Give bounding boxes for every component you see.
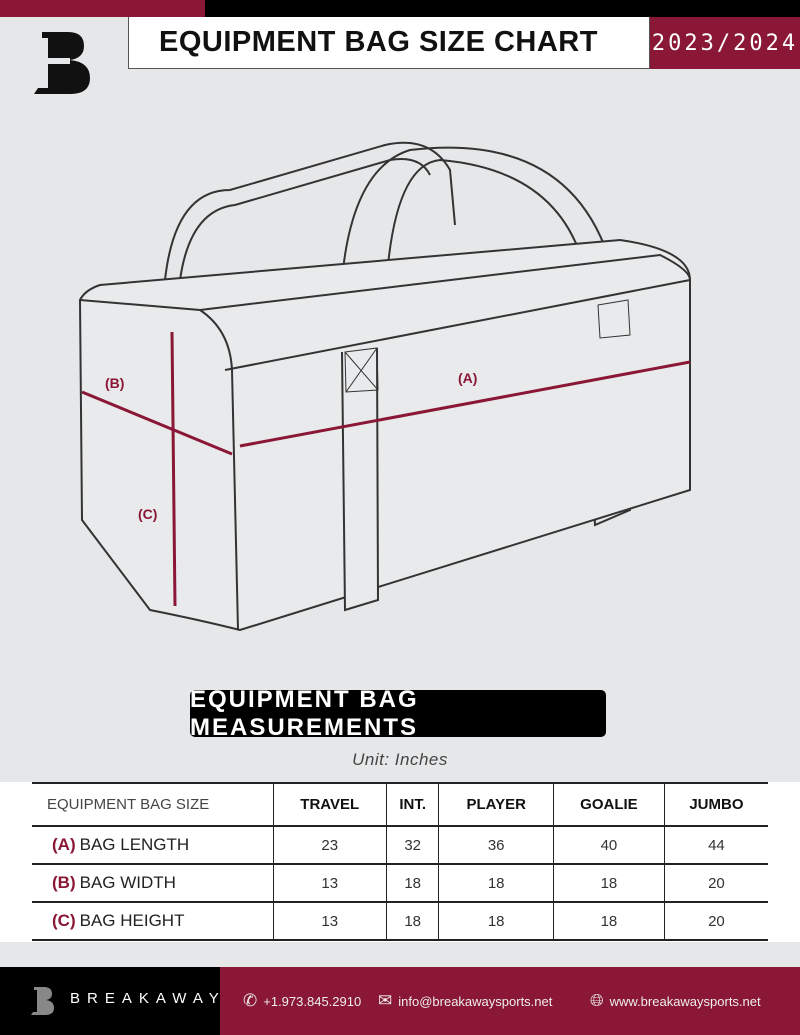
row-label-text: BAG HEIGHT [79, 911, 185, 930]
table-cell: 20 [663, 902, 768, 940]
table-row: (B) BAG WIDTH 13 18 18 18 20 [32, 864, 768, 902]
table-cell: 18 [552, 902, 665, 940]
table-header-row: EQUIPMENT BAG SIZE TRAVEL INT. PLAYER GO… [32, 783, 768, 826]
top-bar-accent [0, 0, 205, 17]
phone-contact[interactable]: ✆ +1.973.845.2910 [243, 991, 361, 1011]
col-int: INT. [385, 783, 439, 826]
page-title: EQUIPMENT BAG SIZE CHART [128, 17, 650, 69]
size-table-area: EQUIPMENT BAG SIZE TRAVEL INT. PLAYER GO… [0, 782, 800, 942]
footer-logo [31, 987, 54, 1015]
footer-contact-area [220, 967, 800, 1035]
table-cell: 20 [663, 864, 768, 902]
website-contact[interactable]: 🌐︎ www.breakawaysports.net [590, 991, 761, 1011]
row-label: (B) BAG WIDTH [32, 864, 273, 902]
table-cell: 18 [385, 864, 439, 902]
label-c: (C) [138, 506, 158, 522]
phone-icon: ✆ [243, 991, 258, 1010]
table-cell: 18 [552, 864, 665, 902]
row-letter: (B) [52, 873, 76, 892]
table-cell: 13 [272, 902, 387, 940]
label-b: (B) [105, 375, 125, 391]
row-letter: (C) [52, 911, 76, 930]
col-travel: TRAVEL [272, 783, 387, 826]
table-row: (C) BAG HEIGHT 13 18 18 18 20 [32, 902, 768, 940]
globe-icon: 🌐︎ [590, 991, 604, 1010]
season-badge: 2023/2024 [650, 17, 800, 69]
section-title: EQUIPMENT BAG MEASUREMENTS [190, 686, 606, 741]
row-letter: (A) [52, 835, 76, 854]
row-label-text: BAG LENGTH [79, 835, 190, 854]
table-cell: 13 [272, 864, 387, 902]
footer-brand-area [0, 967, 220, 1035]
table-cell: 18 [385, 902, 439, 940]
email-text: info@breakawaysports.net [398, 993, 553, 1009]
footer-brand: BREAKAWAY [70, 990, 226, 1007]
row-label: (C) BAG HEIGHT [32, 902, 273, 940]
row-label: (A) BAG LENGTH [32, 826, 273, 864]
table-cell: 18 [438, 902, 554, 940]
col-jumbo: JUMBO [663, 783, 768, 826]
table-cell: 44 [663, 826, 768, 864]
top-bar [205, 0, 800, 17]
mail-icon: ✉ [378, 991, 393, 1010]
phone-text: +1.973.845.2910 [263, 993, 362, 1009]
table-row: (A) BAG LENGTH 23 32 36 40 44 [32, 826, 768, 864]
table-cell: 32 [385, 826, 439, 864]
size-table: EQUIPMENT BAG SIZE TRAVEL INT. PLAYER GO… [32, 782, 768, 941]
breakaway-logo [30, 32, 90, 94]
corner-header: EQUIPMENT BAG SIZE [47, 796, 210, 813]
email-contact[interactable]: ✉ info@breakawaysports.net [378, 991, 552, 1011]
table-cell: 40 [552, 826, 665, 864]
table-cell: 23 [272, 826, 387, 864]
row-label-text: BAG WIDTH [79, 873, 176, 892]
col-player: PLAYER [438, 783, 554, 826]
table-cell: 18 [438, 864, 554, 902]
col-goalie: GOALIE [552, 783, 665, 826]
bag-diagram [78, 141, 691, 632]
website-text: www.breakawaysports.net [609, 993, 761, 1009]
unit-label: Unit: Inches [352, 750, 448, 769]
table-cell: 36 [438, 826, 554, 864]
label-a: (A) [458, 370, 478, 386]
